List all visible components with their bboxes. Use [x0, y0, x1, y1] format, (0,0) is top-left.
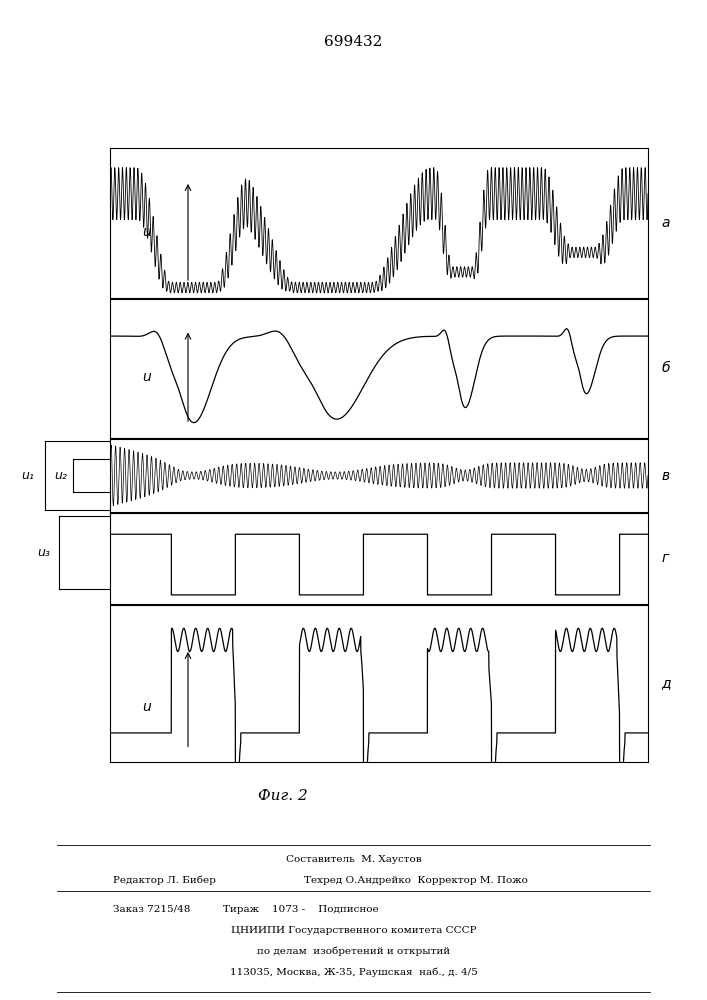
Text: по делам  изобретений и открытий: по делам изобретений и открытий	[257, 947, 450, 956]
Text: u₂: u₂	[54, 469, 68, 482]
Text: u₁: u₁	[21, 469, 35, 482]
Text: 113035, Москва, Ж-35, Раушская  наб., д. 4/5: 113035, Москва, Ж-35, Раушская наб., д. …	[230, 968, 477, 977]
Text: Редактор Л. Бибер: Редактор Л. Бибер	[113, 875, 216, 885]
Text: u: u	[142, 370, 151, 384]
Text: г: г	[662, 552, 669, 566]
Text: Фиг. 2: Фиг. 2	[258, 789, 308, 803]
Text: а: а	[662, 216, 670, 230]
Text: Составитель  М. Хаустов: Составитель М. Хаустов	[286, 855, 421, 864]
Text: ЦНИИПИ Государственного комитета СССР: ЦНИИПИ Государственного комитета СССР	[230, 926, 477, 935]
Text: д: д	[662, 676, 671, 690]
Text: u: u	[142, 700, 151, 714]
Text: 699432: 699432	[325, 35, 382, 49]
Text: б: б	[662, 361, 670, 375]
Text: Заказ 7215/48          Тираж    1073 -    Подписное: Заказ 7215/48 Тираж 1073 - Подписное	[113, 905, 379, 914]
Text: Техред О.Андрейко  Корректор М. Пожо: Техред О.Андрейко Корректор М. Пожо	[304, 876, 528, 885]
Text: в: в	[662, 468, 670, 483]
Text: u₃: u₃	[37, 546, 51, 559]
Text: u: u	[142, 225, 151, 239]
